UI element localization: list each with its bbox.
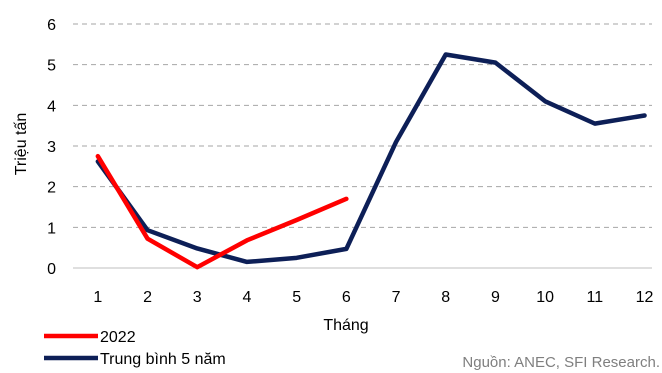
gridlines (73, 23, 652, 228)
x-tick-label: 8 (441, 289, 450, 306)
y-tick-label: 3 (47, 139, 56, 156)
series-lines (95, 52, 647, 270)
x-tick-label: 9 (491, 289, 500, 306)
legend: 2022 Trung bình 5 năm (44, 329, 226, 368)
series-line-1 (95, 52, 647, 265)
x-tick-label: 2 (143, 289, 152, 306)
y-tick-label: 0 (47, 261, 56, 278)
x-tick-label: 3 (193, 289, 202, 306)
x-axis-label: Tháng (323, 317, 368, 334)
x-tick-labels: 1 2 3 4 5 6 7 8 9 10 11 12 (93, 289, 653, 306)
y-tick-label: 2 (47, 180, 56, 197)
x-tick-label: 7 (392, 289, 401, 306)
y-tick-label: 5 (47, 58, 56, 75)
y-tick-labels: 0 1 2 3 4 5 6 (47, 17, 56, 278)
legend-label: Trung bình 5 năm (100, 351, 226, 368)
y-tick-label: 4 (47, 98, 56, 115)
x-tick-label: 4 (242, 289, 251, 306)
y-tick-label: 1 (47, 220, 56, 237)
y-tick-label: 6 (47, 17, 56, 34)
x-tick-label: 10 (536, 289, 554, 306)
x-tick-label: 5 (292, 289, 301, 306)
source-note: Nguồn: ANEC, SFI Research. (462, 354, 660, 371)
x-tick-label: 1 (93, 289, 102, 306)
x-tick-label: 6 (342, 289, 351, 306)
x-tick-label: 12 (636, 289, 654, 306)
y-axis-label: Triệu tấn (13, 113, 30, 176)
series-line-0 (95, 153, 349, 270)
x-tick-label: 11 (587, 289, 604, 306)
legend-label: 2022 (100, 329, 136, 346)
